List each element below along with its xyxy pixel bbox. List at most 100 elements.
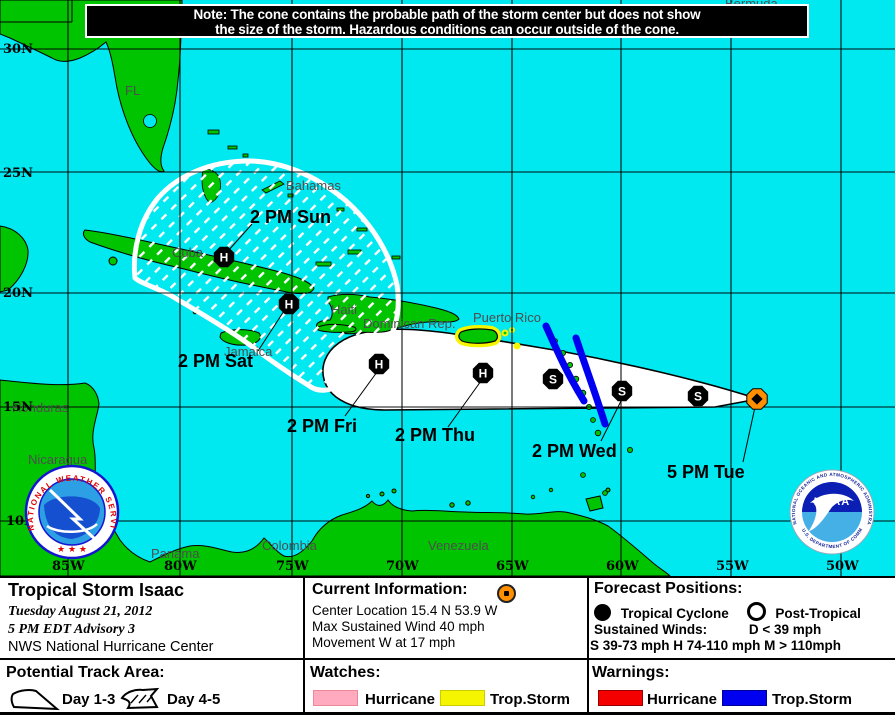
- lon-label-75w: 75W: [276, 559, 309, 574]
- label-2pm-thu: 2 PM Thu: [395, 425, 475, 445]
- label-cuba: Cuba: [172, 245, 204, 260]
- lat-label-30n: 30N: [3, 42, 33, 57]
- hurricane-warning-swatch: [598, 690, 643, 706]
- current-info-heading: Current Information:: [312, 581, 468, 598]
- tropstorm-watch-swatch: [440, 690, 485, 706]
- geo-labels: FL Bermuda Bahamas Cuba Jamaica Haiti Do…: [12, 0, 779, 561]
- info-panel: Tropical Storm Isaac Tuesday August 21, …: [0, 576, 895, 716]
- label-dominican-rep: Dominican Rep.: [363, 316, 456, 331]
- label-2pm-fri: 2 PM Fri: [287, 416, 357, 436]
- tropical-cyclone-symbol: [594, 604, 611, 621]
- land-isle-of-youth: [108, 256, 118, 266]
- advisory-number: 5 PM EDT Advisory 3: [8, 622, 136, 637]
- label-honduras: Honduras: [12, 400, 69, 415]
- state-borders: [0, 0, 73, 23]
- movement: Movement W at 17 mph: [312, 635, 456, 650]
- label-colombia: Colombia: [262, 538, 318, 553]
- lon-label-55w: 55W: [716, 559, 749, 574]
- marker-letter: S: [549, 373, 557, 387]
- agency-name: NWS National Hurricane Center: [8, 639, 214, 655]
- label-2pm-wed: 2 PM Wed: [532, 441, 617, 461]
- label-pointer-lines: [227, 223, 756, 463]
- forecast-cone-day4-5: [131, 158, 401, 393]
- lon-label-60w: 60W: [606, 559, 639, 574]
- label-bahamas: Bahamas: [286, 178, 341, 193]
- graticule-labels: 30N 25N 20N 15N 10N 85W 80W 75W 70W 65W …: [3, 42, 859, 574]
- label-venezuela: Venezuela: [428, 538, 489, 553]
- lake-okeechobee: [143, 114, 157, 128]
- lon-label-50w: 50W: [826, 559, 859, 574]
- wind-category-d: D < 39 mph: [748, 622, 822, 637]
- lat-lon-grid: [0, 0, 895, 576]
- day45-cone-icon: [120, 687, 160, 710]
- tropstorm-watch-puerto-rico: [454, 324, 521, 350]
- advisory-date: Tuesday August 21, 2012: [8, 604, 153, 619]
- land-florida: [0, 0, 183, 173]
- land-yucatan: [0, 225, 29, 293]
- track-area-heading: Potential Track Area:: [6, 664, 165, 681]
- warnings-heading: Warnings:: [592, 664, 670, 681]
- label-2pm-sun: 2 PM Sun: [250, 207, 331, 227]
- land-central-america: [0, 379, 672, 577]
- wind-scale-row: S 39-73 mph H 74-110 mph M > 110mph: [590, 638, 841, 653]
- label-5pm-tue: 5 PM Tue: [667, 462, 745, 482]
- forecast-positions-heading: Forecast Positions:: [594, 580, 743, 597]
- marker-letter: H: [375, 358, 384, 372]
- current-position-icon: [497, 584, 516, 603]
- lon-label-65w: 65W: [496, 559, 529, 574]
- lon-label-85w: 85W: [52, 559, 85, 574]
- watches-heading: Watches:: [310, 664, 381, 681]
- panel-divider-2: [587, 578, 589, 714]
- label-jamaica: Jamaica: [224, 344, 273, 359]
- position-symbols-row: Tropical Cyclone Post-Tropical: [594, 602, 861, 621]
- label-nicaragua: Nicaragua: [28, 452, 88, 467]
- lat-label-20n: 20N: [3, 286, 33, 301]
- forecast-map: H H H H S S S FL Bermuda Bahamas Cuba Ja…: [0, 0, 895, 577]
- marker-letter: S: [618, 385, 626, 399]
- panel-bottom-border: [0, 712, 895, 715]
- label-2pm-sat: 2 PM Sat: [178, 351, 253, 371]
- label-florida: FL: [125, 83, 140, 98]
- lat-label-15n: 15N: [3, 400, 33, 415]
- marker-letter: H: [285, 298, 294, 312]
- tropstorm-warning-swatch: [722, 690, 767, 706]
- center-location: Center Location 15.4 N 53.9 W: [312, 603, 498, 618]
- time-labels: 2 PM Sun 2 PM Sat 2 PM Fri 2 PM Thu 2 PM…: [178, 207, 745, 482]
- day13-cone-icon: [10, 689, 60, 711]
- noaa-name: NOAA: [814, 496, 850, 508]
- nws-stars: ★ ★ ★: [57, 545, 87, 555]
- marker-letter: H: [479, 367, 488, 381]
- land-trinidad: [585, 495, 604, 512]
- current-position-marker: [747, 389, 767, 409]
- day45-label: Day 4-5: [167, 691, 221, 708]
- sustained-winds-label: Sustained Winds:: [594, 622, 708, 637]
- forecast-position-markers: H H H H S S S: [214, 247, 767, 409]
- tropical-cyclone-label: Tropical Cyclone: [620, 606, 729, 621]
- day13-label: Day 1-3: [62, 691, 116, 708]
- hurricane-watch-swatch: [313, 690, 358, 706]
- max-sustained-wind: Max Sustained Wind 40 mph: [312, 619, 485, 634]
- tropstorm-warning-lines: [542, 322, 609, 428]
- tropstorm-watch-label: Trop.Storm: [490, 691, 571, 708]
- note-banner: Note: The cone contains the probable pat…: [85, 4, 809, 38]
- post-tropical-label: Post-Tropical: [775, 606, 861, 621]
- sustained-winds-row: Sustained Winds: D < 39 mph: [594, 622, 821, 637]
- panel-divider-1: [303, 578, 305, 714]
- note-line-2: the size of the storm. Hazardous conditi…: [215, 22, 679, 37]
- tropstorm-warning-label: Trop.Storm: [772, 691, 853, 708]
- label-puerto-rico: Puerto Rico: [473, 310, 541, 325]
- lat-label-25n: 25N: [3, 166, 33, 181]
- label-panama: Panama: [151, 546, 200, 561]
- panel-divider-horizontal: [0, 658, 895, 660]
- marker-letter: S: [694, 390, 702, 404]
- post-tropical-symbol: [746, 602, 766, 621]
- lon-label-70w: 70W: [386, 559, 419, 574]
- note-line-1: Note: The cone contains the probable pat…: [193, 7, 701, 22]
- hurricane-watch-label: Hurricane: [365, 691, 436, 708]
- hurricane-warning-label: Hurricane: [647, 691, 718, 708]
- marker-letter: H: [220, 251, 229, 265]
- storm-title: Tropical Storm Isaac: [8, 580, 185, 600]
- label-haiti: Haiti: [331, 302, 357, 317]
- lon-label-80w: 80W: [164, 559, 197, 574]
